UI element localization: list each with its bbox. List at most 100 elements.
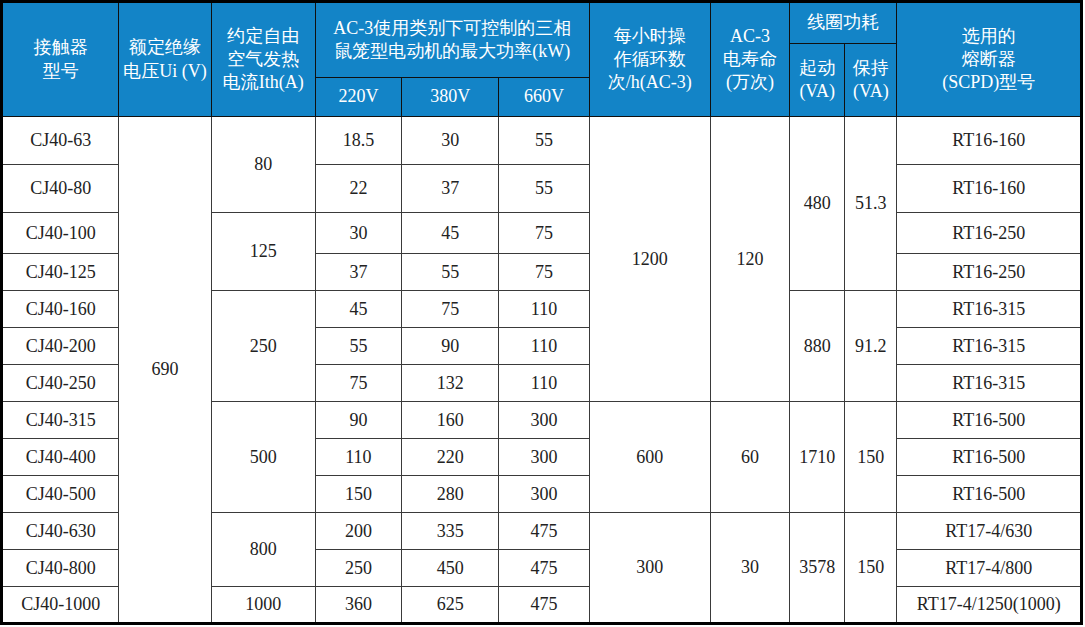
col-header-power-group: AC-3使用类别下可控制的三相 鼠笼型电动机的最大功率(kW) bbox=[315, 2, 589, 78]
cell-fuse: RT16-315 bbox=[897, 291, 1082, 328]
col-header-model: 接触器 型号 bbox=[2, 2, 119, 117]
col-header-cycles-per-hour: 每小时操 作循环数 次/h(AC-3) bbox=[589, 2, 710, 117]
cell-fuse: RT16-160 bbox=[897, 117, 1082, 165]
cell-model: CJ40-630 bbox=[2, 513, 119, 550]
cell-power-220v: 37 bbox=[315, 254, 401, 291]
cell-life: 30 bbox=[710, 513, 789, 624]
cell-thermal-current: 250 bbox=[211, 291, 315, 402]
table-body: CJ40-63 690 80 18.5 30 55 1200 120 480 5… bbox=[2, 117, 1082, 624]
cell-model: CJ40-200 bbox=[2, 328, 119, 365]
cell-fuse: RT16-500 bbox=[897, 402, 1082, 439]
cell-thermal-current: 500 bbox=[211, 402, 315, 513]
cell-thermal-current: 800 bbox=[211, 513, 315, 587]
cell-model: CJ40-160 bbox=[2, 291, 119, 328]
cell-model: CJ40-80 bbox=[2, 165, 119, 213]
cell-power-380v: 335 bbox=[402, 513, 499, 550]
col-header-coil-consumption-group: 线圈功耗 bbox=[790, 2, 897, 44]
cell-power-220v: 90 bbox=[315, 402, 401, 439]
cell-power-380v: 30 bbox=[402, 117, 499, 165]
cell-power-220v: 250 bbox=[315, 550, 401, 587]
cell-power-220v: 30 bbox=[315, 213, 401, 254]
cell-power-380v: 75 bbox=[402, 291, 499, 328]
cell-model: CJ40-100 bbox=[2, 213, 119, 254]
cell-power-220v: 22 bbox=[315, 165, 401, 213]
cell-power-220v: 45 bbox=[315, 291, 401, 328]
col-header-220v: 220V bbox=[315, 78, 401, 117]
cell-power-380v: 625 bbox=[402, 587, 499, 624]
cell-thermal-current: 1000 bbox=[211, 587, 315, 624]
cell-cycles: 600 bbox=[589, 402, 710, 513]
cell-coil-start: 480 bbox=[790, 117, 845, 291]
cell-fuse: RT16-315 bbox=[897, 328, 1082, 365]
cell-power-380v: 160 bbox=[402, 402, 499, 439]
cell-power-660v: 110 bbox=[499, 328, 589, 365]
cell-power-380v: 45 bbox=[402, 213, 499, 254]
cell-power-220v: 110 bbox=[315, 439, 401, 476]
cell-life: 60 bbox=[710, 402, 789, 513]
cell-coil-hold: 51.3 bbox=[845, 117, 897, 291]
cell-coil-hold: 150 bbox=[845, 513, 897, 624]
contactor-spec-sheet: 接触器 型号 额定绝缘 电压Ui (V) 约定自由 空气发热 电流Ith(A) … bbox=[0, 0, 1085, 627]
cell-power-660v: 55 bbox=[499, 117, 589, 165]
cell-power-380v: 55 bbox=[402, 254, 499, 291]
cell-model: CJ40-1000 bbox=[2, 587, 119, 624]
cell-power-660v: 75 bbox=[499, 254, 589, 291]
cell-coil-start: 3578 bbox=[790, 513, 845, 624]
cell-power-220v: 150 bbox=[315, 476, 401, 513]
cell-cycles: 300 bbox=[589, 513, 710, 624]
cell-model: CJ40-125 bbox=[2, 254, 119, 291]
cell-power-380v: 280 bbox=[402, 476, 499, 513]
cell-model: CJ40-63 bbox=[2, 117, 119, 165]
cell-power-660v: 110 bbox=[499, 365, 589, 402]
cell-model: CJ40-800 bbox=[2, 550, 119, 587]
cell-power-660v: 110 bbox=[499, 291, 589, 328]
cell-fuse: RT17-4/1250(1000) bbox=[897, 587, 1082, 624]
col-header-thermal-current: 约定自由 空气发热 电流Ith(A) bbox=[211, 2, 315, 117]
cell-power-660v: 300 bbox=[499, 402, 589, 439]
cell-fuse: RT17-4/630 bbox=[897, 513, 1082, 550]
table-row: CJ40-63 690 80 18.5 30 55 1200 120 480 5… bbox=[2, 117, 1082, 165]
cell-coil-start: 1710 bbox=[790, 402, 845, 513]
col-header-fuse-type: 选用的 熔断器 (SCPD)型号 bbox=[897, 2, 1082, 117]
cell-power-660v: 475 bbox=[499, 513, 589, 550]
col-header-rated-voltage: 额定绝缘 电压Ui (V) bbox=[119, 2, 211, 117]
col-header-380v: 380V bbox=[402, 78, 499, 117]
col-header-coil-hold: 保持 (VA) bbox=[845, 44, 897, 117]
cell-fuse: RT16-315 bbox=[897, 365, 1082, 402]
cell-power-660v: 75 bbox=[499, 213, 589, 254]
table-header: 接触器 型号 额定绝缘 电压Ui (V) 约定自由 空气发热 电流Ith(A) … bbox=[2, 2, 1082, 117]
cell-model: CJ40-400 bbox=[2, 439, 119, 476]
cell-power-660v: 55 bbox=[499, 165, 589, 213]
cell-power-380v: 90 bbox=[402, 328, 499, 365]
cell-power-220v: 18.5 bbox=[315, 117, 401, 165]
cell-coil-hold: 150 bbox=[845, 402, 897, 513]
cell-cycles: 1200 bbox=[589, 117, 710, 402]
cell-fuse: RT16-250 bbox=[897, 213, 1082, 254]
cell-model: CJ40-315 bbox=[2, 402, 119, 439]
cell-power-380v: 37 bbox=[402, 165, 499, 213]
cell-life: 120 bbox=[710, 117, 789, 402]
cell-fuse: RT16-250 bbox=[897, 254, 1082, 291]
spec-table: 接触器 型号 额定绝缘 电压Ui (V) 约定自由 空气发热 电流Ith(A) … bbox=[0, 0, 1083, 625]
cell-rated-voltage: 690 bbox=[119, 117, 211, 624]
cell-power-660v: 475 bbox=[499, 550, 589, 587]
cell-fuse: RT16-500 bbox=[897, 439, 1082, 476]
cell-model: CJ40-250 bbox=[2, 365, 119, 402]
cell-fuse: RT17-4/800 bbox=[897, 550, 1082, 587]
cell-model: CJ40-500 bbox=[2, 476, 119, 513]
cell-thermal-current: 80 bbox=[211, 117, 315, 213]
cell-power-660v: 300 bbox=[499, 439, 589, 476]
cell-coil-hold: 91.2 bbox=[845, 291, 897, 402]
col-header-coil-start: 起动 (VA) bbox=[790, 44, 845, 117]
cell-thermal-current: 125 bbox=[211, 213, 315, 291]
cell-power-380v: 450 bbox=[402, 550, 499, 587]
cell-power-220v: 75 bbox=[315, 365, 401, 402]
cell-power-220v: 55 bbox=[315, 328, 401, 365]
cell-coil-start: 880 bbox=[790, 291, 845, 402]
col-header-electrical-life: AC-3 电寿命 (万次) bbox=[710, 2, 789, 117]
cell-power-220v: 360 bbox=[315, 587, 401, 624]
cell-fuse: RT16-160 bbox=[897, 165, 1082, 213]
cell-power-380v: 132 bbox=[402, 365, 499, 402]
cell-fuse: RT16-500 bbox=[897, 476, 1082, 513]
col-header-660v: 660V bbox=[499, 78, 589, 117]
